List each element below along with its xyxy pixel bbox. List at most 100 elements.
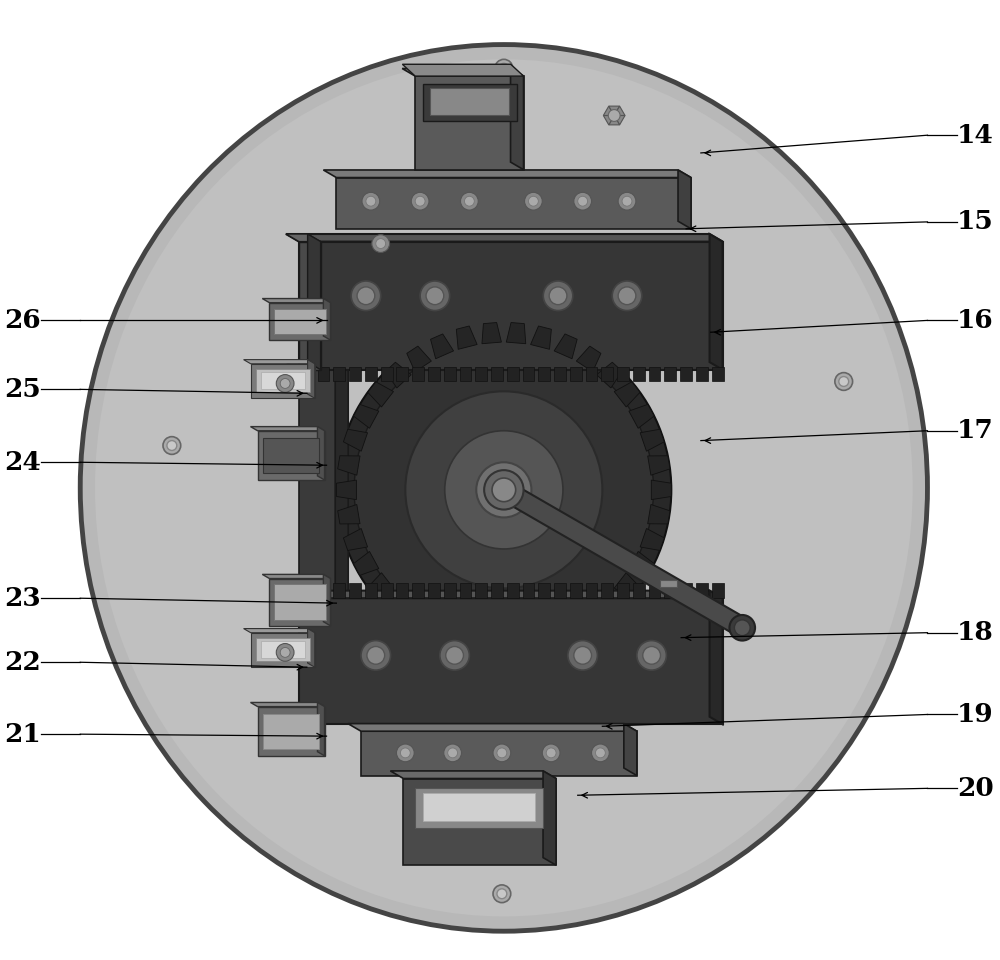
Circle shape — [415, 196, 425, 206]
Polygon shape — [648, 456, 670, 475]
Circle shape — [497, 889, 507, 899]
Circle shape — [163, 437, 181, 454]
Polygon shape — [415, 788, 543, 828]
Polygon shape — [337, 480, 356, 499]
Polygon shape — [456, 326, 477, 349]
Circle shape — [484, 470, 524, 510]
Circle shape — [461, 192, 478, 210]
Polygon shape — [507, 584, 519, 598]
Polygon shape — [299, 598, 723, 724]
Polygon shape — [308, 360, 315, 398]
Circle shape — [396, 744, 414, 761]
Text: 19: 19 — [957, 702, 994, 727]
Circle shape — [336, 323, 671, 658]
Polygon shape — [354, 551, 379, 575]
Polygon shape — [554, 584, 566, 598]
Polygon shape — [460, 584, 471, 598]
Polygon shape — [649, 367, 660, 381]
Polygon shape — [258, 431, 325, 480]
Polygon shape — [412, 367, 424, 381]
Polygon shape — [318, 367, 329, 381]
Circle shape — [549, 287, 567, 304]
Polygon shape — [286, 234, 321, 242]
Polygon shape — [349, 367, 361, 381]
Polygon shape — [251, 633, 315, 667]
Polygon shape — [664, 367, 676, 381]
Polygon shape — [323, 170, 691, 178]
Polygon shape — [482, 323, 501, 344]
Text: 18: 18 — [957, 620, 994, 645]
Polygon shape — [586, 367, 597, 381]
Circle shape — [357, 287, 375, 304]
Polygon shape — [338, 456, 360, 475]
Polygon shape — [576, 347, 601, 372]
Polygon shape — [475, 367, 487, 381]
Circle shape — [595, 748, 605, 757]
Polygon shape — [256, 637, 310, 661]
Circle shape — [839, 376, 849, 387]
Polygon shape — [491, 367, 503, 381]
Polygon shape — [614, 573, 640, 598]
Polygon shape — [343, 529, 368, 550]
Polygon shape — [390, 771, 556, 779]
Polygon shape — [680, 584, 692, 598]
Polygon shape — [302, 367, 314, 381]
Circle shape — [446, 646, 463, 664]
Polygon shape — [354, 404, 379, 428]
Circle shape — [568, 640, 597, 670]
Polygon shape — [428, 367, 440, 381]
Circle shape — [608, 109, 620, 121]
Polygon shape — [333, 584, 345, 598]
Polygon shape — [696, 584, 708, 598]
Polygon shape — [597, 591, 622, 617]
Circle shape — [525, 192, 542, 210]
Polygon shape — [710, 590, 723, 724]
Polygon shape — [302, 584, 314, 598]
Polygon shape — [523, 367, 534, 381]
Polygon shape — [696, 367, 708, 381]
Circle shape — [499, 63, 509, 73]
Polygon shape — [651, 480, 671, 499]
Text: 22: 22 — [4, 650, 41, 675]
Polygon shape — [640, 529, 664, 550]
Polygon shape — [554, 367, 566, 381]
Circle shape — [578, 196, 588, 206]
Polygon shape — [412, 584, 424, 598]
Polygon shape — [402, 68, 524, 76]
Circle shape — [376, 239, 386, 249]
Polygon shape — [250, 703, 325, 707]
Circle shape — [366, 196, 376, 206]
Polygon shape — [318, 584, 329, 598]
Polygon shape — [365, 584, 377, 598]
Polygon shape — [286, 362, 348, 370]
Polygon shape — [286, 234, 723, 242]
Polygon shape — [274, 585, 326, 620]
Text: 25: 25 — [4, 377, 41, 402]
Polygon shape — [543, 771, 556, 865]
Polygon shape — [335, 362, 348, 596]
Polygon shape — [381, 584, 393, 598]
Circle shape — [492, 478, 516, 502]
Polygon shape — [554, 621, 577, 646]
Circle shape — [574, 646, 592, 664]
Polygon shape — [482, 636, 501, 658]
Polygon shape — [629, 551, 654, 575]
Circle shape — [734, 620, 750, 636]
Circle shape — [280, 378, 290, 389]
Polygon shape — [396, 584, 408, 598]
Polygon shape — [403, 779, 556, 865]
Polygon shape — [323, 574, 330, 626]
Text: 16: 16 — [957, 308, 994, 333]
Polygon shape — [531, 631, 551, 654]
Polygon shape — [431, 621, 454, 646]
Polygon shape — [244, 360, 315, 364]
Polygon shape — [428, 584, 440, 598]
Polygon shape — [456, 631, 477, 654]
Circle shape — [400, 748, 410, 757]
Polygon shape — [256, 369, 310, 393]
Text: 26: 26 — [4, 308, 41, 333]
Polygon shape — [263, 714, 319, 749]
Polygon shape — [624, 724, 637, 776]
Polygon shape — [617, 367, 629, 381]
Circle shape — [729, 615, 755, 640]
